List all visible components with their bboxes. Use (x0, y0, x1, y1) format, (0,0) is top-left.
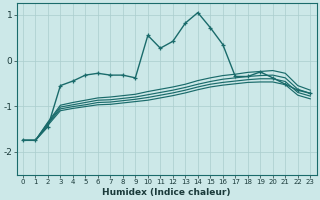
X-axis label: Humidex (Indice chaleur): Humidex (Indice chaleur) (102, 188, 231, 197)
